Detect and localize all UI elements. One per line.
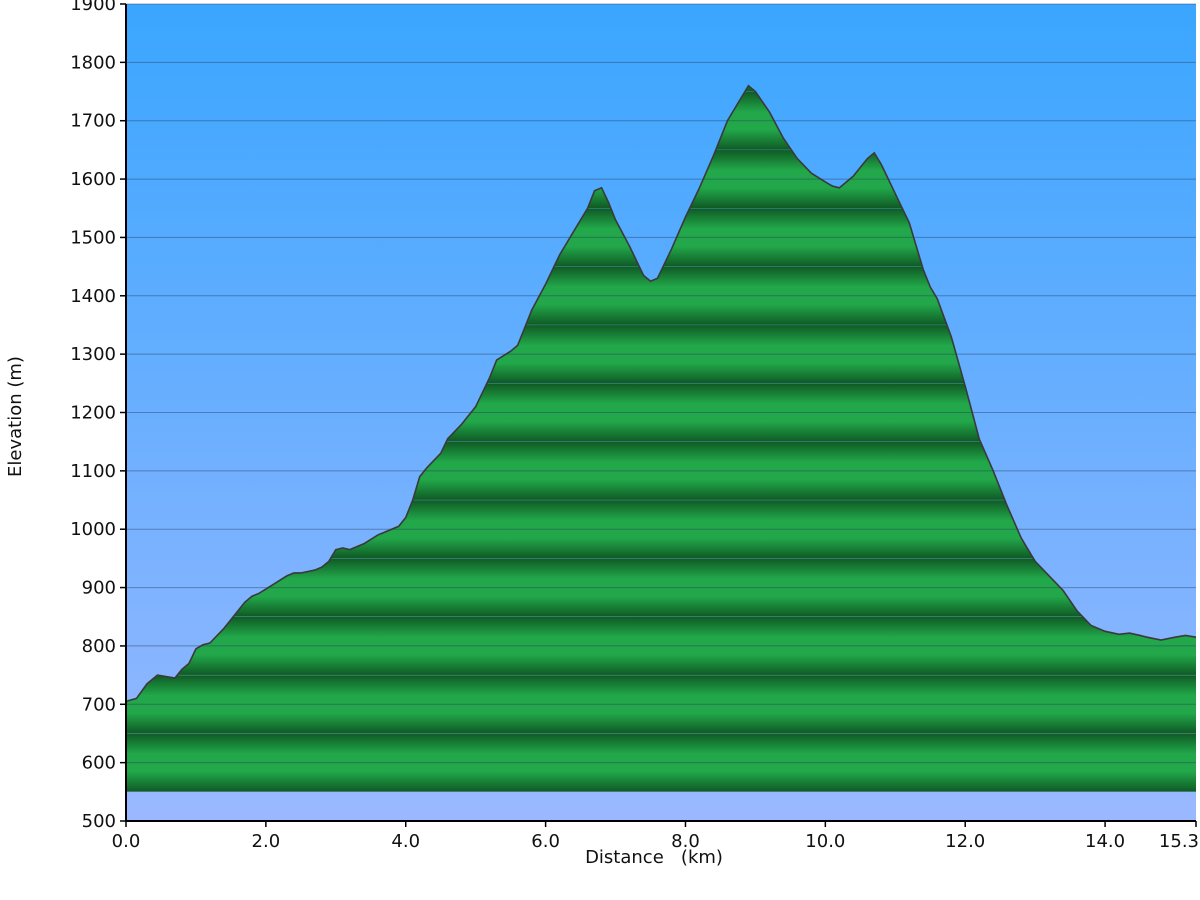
elevation-band (126, 616, 1196, 675)
y-tick-label: 800 (82, 636, 116, 657)
x-tick-label: 2.0 (252, 831, 281, 852)
y-tick-label: 1200 (70, 403, 116, 424)
y-tick-label: 700 (82, 694, 116, 715)
y-axis-ticks: 500 600 700 800 900 1000 1100 1200 1300 1400 1500 1… (70, 0, 126, 832)
x-tick-label: 15.3 (1159, 831, 1199, 852)
y-tick-label: 1300 (70, 344, 116, 365)
y-tick-label: 1400 (70, 286, 116, 307)
elevation-band (126, 675, 1196, 734)
y-tick-label: 1100 (70, 461, 116, 482)
x-axis-title: Distance (km) (585, 847, 723, 868)
x-tick-label: 10.0 (805, 831, 845, 852)
elevation-band (126, 733, 1196, 792)
y-tick-label: 1500 (70, 227, 116, 248)
x-axis-ticks: 0.0 2.0 4.0 6.0 8.0 10.0 12.0 14.0 15.3 (112, 821, 1199, 852)
y-tick-label: 1700 (70, 111, 116, 132)
x-tick-label: 6.0 (531, 831, 560, 852)
y-tick-label: 1800 (70, 52, 116, 73)
x-tick-label: 14.0 (1085, 831, 1125, 852)
y-axis-title: Elevation (m) (5, 356, 26, 477)
y-tick-label: 600 (82, 753, 116, 774)
y-tick-label: 500 (82, 811, 116, 832)
x-tick-label: 8.0 (671, 831, 700, 852)
elevation-profile-line (125, 84, 1197, 703)
y-tick-label: 1000 (70, 519, 116, 540)
x-tick-label: 4.0 (391, 831, 420, 852)
x-tick-label: 0.0 (112, 831, 141, 852)
x-tick-label: 12.0 (945, 831, 985, 852)
y-tick-label: 900 (82, 578, 116, 599)
y-tick-label: 1600 (70, 169, 116, 190)
y-tick-label: 1900 (70, 0, 116, 15)
gridlines (126, 3, 1196, 764)
